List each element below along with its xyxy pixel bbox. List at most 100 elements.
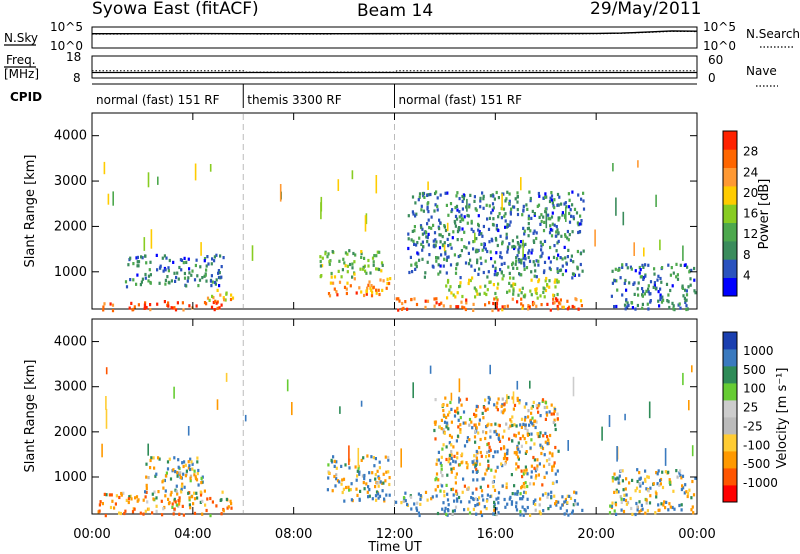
range-gate-cell — [223, 298, 226, 302]
range-gate-cell — [535, 236, 538, 241]
range-gate-cell — [611, 281, 614, 285]
range-gate-cell — [147, 274, 151, 278]
range-gate-cell — [682, 486, 685, 490]
range-gate-cell — [376, 469, 379, 473]
range-gate-cell — [659, 478, 662, 483]
range-gate-cell — [512, 391, 515, 404]
range-gate-cell — [382, 472, 385, 476]
velocity-ylabel: Slant Range [km] — [23, 360, 38, 473]
range-gate-cell — [513, 403, 517, 407]
range-gate-cell — [634, 489, 637, 493]
range-gate-cell — [191, 467, 194, 471]
range-gate-cell — [525, 468, 528, 472]
range-gate-cell — [440, 464, 443, 468]
range-gate-cell — [581, 269, 584, 273]
range-gate-cell — [518, 401, 521, 405]
range-gate-cell — [449, 263, 453, 267]
velocity-colorbar-label: Velocity [m s⁻¹] — [775, 368, 790, 469]
range-gate-cell — [524, 293, 527, 297]
power-colorbar-swatch — [723, 186, 737, 205]
range-gate-cell — [98, 503, 101, 507]
range-gate-cell — [672, 304, 675, 308]
range-gate-cell — [572, 217, 575, 221]
range-gate-cell — [351, 170, 354, 180]
range-gate-cell — [528, 249, 531, 253]
range-gate-cell — [349, 284, 352, 288]
range-gate-cell — [372, 260, 375, 264]
range-gate-cell — [178, 496, 181, 500]
range-gate-cell — [549, 433, 552, 438]
range-gate-cell — [321, 264, 324, 268]
power-colorbar-swatch — [723, 149, 737, 168]
range-gate-cell — [524, 471, 527, 475]
range-gate-cell — [130, 301, 133, 305]
range-gate-cell — [485, 499, 489, 503]
range-gate-cell — [476, 261, 479, 265]
range-gate-cell — [493, 502, 496, 506]
range-gate-cell — [425, 231, 428, 235]
range-gate-cell — [452, 466, 455, 471]
range-gate-cell — [178, 512, 181, 516]
range-gate-cell — [528, 423, 531, 427]
range-gate-cell — [335, 477, 338, 481]
range-gate-cell — [661, 266, 664, 270]
range-gate-cell — [568, 233, 571, 237]
range-gate-cell — [495, 296, 498, 300]
range-gate-cell — [414, 201, 417, 205]
range-gate-cell — [439, 489, 442, 493]
range-gate-cell — [200, 481, 203, 485]
range-gate-cell — [142, 512, 145, 516]
range-gate-cell — [690, 508, 693, 512]
range-gate-cell — [402, 306, 405, 310]
range-gate-cell — [619, 495, 622, 499]
velocity-colorbar-tick: -1000 — [743, 476, 778, 490]
range-gate-cell — [508, 202, 511, 206]
range-gate-cell — [642, 290, 645, 294]
range-gate-cell — [575, 491, 578, 495]
range-gate-cell — [497, 308, 500, 312]
range-gate-cell — [442, 443, 445, 447]
range-gate-cell — [647, 307, 650, 311]
range-gate-cell — [645, 498, 648, 502]
y-tick-label: 3000 — [54, 380, 87, 395]
range-gate-cell — [120, 493, 123, 497]
range-gate-cell — [511, 415, 514, 419]
range-gate-cell — [455, 194, 458, 198]
range-gate-cell — [468, 205, 471, 209]
range-gate-cell — [527, 217, 530, 221]
range-gate-cell — [488, 397, 491, 401]
range-gate-cell — [535, 275, 538, 279]
range-gate-cell — [555, 500, 558, 504]
range-gate-cell — [230, 506, 233, 510]
range-gate-cell — [460, 403, 463, 407]
range-gate-cell — [457, 227, 460, 231]
range-gate-cell — [519, 510, 522, 514]
range-gate-cell — [573, 499, 577, 503]
velocity-colorbar-tick: 500 — [743, 363, 766, 377]
range-gate-cell — [454, 224, 457, 228]
range-gate-cell — [344, 251, 347, 255]
range-gate-cell — [432, 239, 435, 243]
range-gate-cell — [497, 196, 500, 200]
range-gate-cell — [504, 462, 507, 466]
range-gate-cell — [133, 507, 136, 511]
velocity-colorbar-swatch — [723, 417, 737, 435]
range-gate-cell — [561, 213, 564, 217]
range-gate-cell — [445, 271, 448, 275]
range-gate-cell — [348, 488, 351, 492]
range-gate-cell — [553, 206, 556, 210]
range-gate-cell — [447, 213, 450, 217]
range-gate-cell — [508, 199, 511, 203]
range-gate-cell — [436, 208, 439, 212]
range-gate-cell — [443, 420, 447, 424]
range-gate-cell — [522, 226, 525, 230]
range-gate-cell — [167, 502, 171, 506]
range-gate-cell — [427, 210, 430, 214]
range-gate-cell — [174, 500, 177, 504]
range-gate-cell — [568, 211, 571, 216]
range-gate-cell — [151, 492, 154, 496]
range-gate-cell — [546, 435, 549, 439]
range-gate-cell — [454, 206, 457, 210]
range-gate-cell — [388, 493, 391, 497]
range-gate-cell — [467, 507, 470, 511]
